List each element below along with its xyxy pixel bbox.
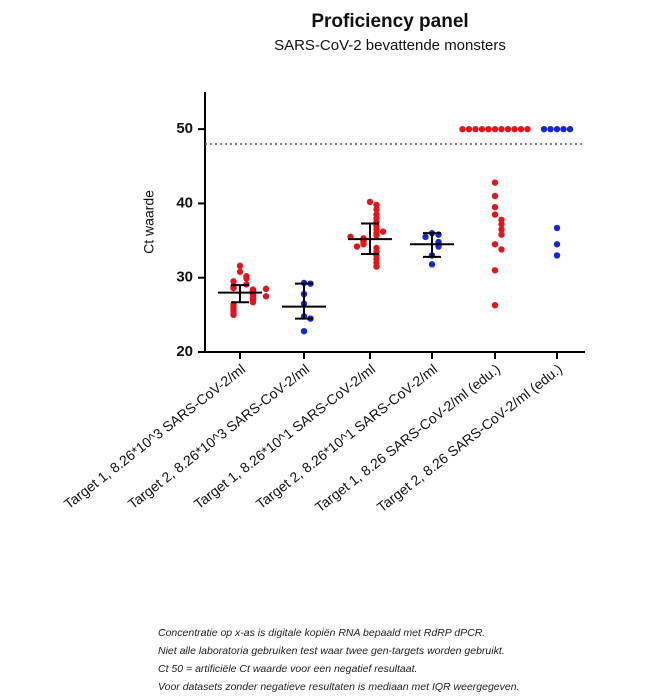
- data-point: [553, 224, 561, 232]
- data-point: [230, 284, 237, 292]
- footnote: Voor datasets zonder negatieve resultate…: [158, 681, 520, 693]
- data-point: [465, 125, 473, 133]
- chart-title: Proficiency panel: [311, 11, 468, 32]
- data-point: [373, 206, 380, 213]
- data-point: [540, 125, 548, 133]
- y-axis-label: Ct waarde: [141, 190, 157, 254]
- data-point: [249, 299, 257, 306]
- data-point: [373, 232, 380, 239]
- data-point: [553, 241, 561, 248]
- data-point: [230, 311, 237, 319]
- data-point: [300, 328, 308, 335]
- data-point: [478, 125, 486, 133]
- y-tick-label: 50: [176, 120, 193, 137]
- data-point: [230, 278, 237, 285]
- data-point: [262, 285, 270, 293]
- data-point: [498, 231, 505, 238]
- data-point: [524, 125, 531, 133]
- footnote: Concentratie op x-as is digitale kopiën …: [158, 627, 485, 639]
- data-point: [491, 211, 499, 218]
- data-point: [373, 201, 380, 209]
- data-point: [491, 179, 499, 186]
- data-point: [262, 293, 270, 300]
- data-point: [353, 243, 361, 250]
- data-point: [517, 125, 525, 133]
- data-point: [360, 241, 367, 248]
- data-point: [547, 125, 554, 133]
- data-point: [472, 125, 479, 133]
- data-point: [422, 233, 429, 241]
- data-point: [491, 125, 499, 133]
- data-point: [491, 203, 499, 211]
- data-point: [498, 226, 505, 233]
- data-point: [498, 221, 505, 228]
- data-point: [485, 125, 492, 133]
- data-point: [504, 125, 512, 133]
- data-point: [498, 216, 505, 223]
- footnote: Ct 50 = artificiële Ct waarde voor een n…: [158, 663, 417, 675]
- data-point: [459, 125, 466, 133]
- data-point: [553, 252, 561, 259]
- data-point: [428, 261, 436, 268]
- data-point: [236, 262, 244, 270]
- footnote: Niet alle laboratoria gebruiken test waa…: [158, 645, 505, 657]
- data-point: [560, 125, 567, 133]
- y-tick-label: 20: [176, 343, 193, 360]
- data-point: [373, 263, 380, 270]
- data-point: [491, 192, 499, 200]
- data-point: [491, 241, 499, 248]
- data-point: [553, 125, 561, 133]
- data-point: [491, 302, 499, 309]
- data-point: [511, 125, 518, 133]
- data-point: [498, 246, 505, 253]
- chart-subtitle: SARS-CoV-2 bevattende monsters: [274, 37, 506, 54]
- data-point: [491, 267, 499, 274]
- data-point: [366, 198, 374, 206]
- data-point: [236, 268, 244, 275]
- y-tick-label: 40: [176, 194, 193, 211]
- data-point: [379, 228, 387, 235]
- data-point: [243, 275, 250, 282]
- y-tick-label: 30: [176, 269, 193, 286]
- data-point: [566, 125, 574, 133]
- data-point: [498, 125, 505, 133]
